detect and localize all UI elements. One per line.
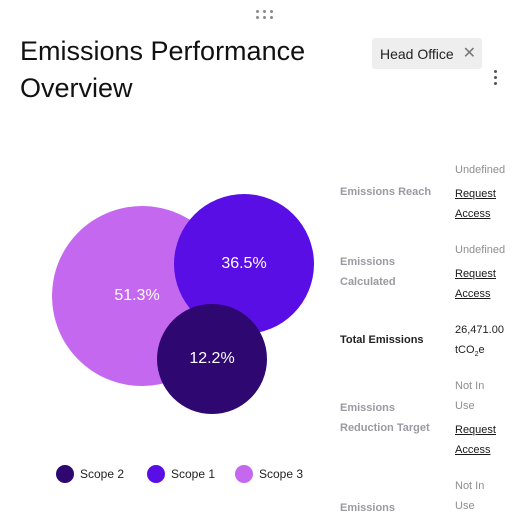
request-access-link[interactable]: Request Access <box>455 424 496 456</box>
drag-handle-icon[interactable] <box>256 10 274 22</box>
metric-status: Undefined <box>455 164 506 176</box>
bubble-scope-2[interactable]: 12.2% <box>157 304 267 414</box>
total-emissions-number: 26,471.00 <box>455 324 504 336</box>
bubble-label-scope-3: 51.3% <box>114 287 160 304</box>
legend-swatch <box>56 465 74 483</box>
legend-item-scope-3[interactable]: Scope 3 <box>235 465 303 483</box>
close-icon[interactable]: ✕ <box>462 44 477 62</box>
legend-swatch <box>235 465 253 483</box>
metric-label: Total Emissions <box>340 334 424 346</box>
legend-label: Scope 2 <box>80 467 125 481</box>
metric-label: Emissions Reduction Target <box>340 402 430 434</box>
filter-tag[interactable]: Head Office ✕ <box>372 38 482 69</box>
bubble-label-scope-2: 12.2% <box>189 350 235 367</box>
total-emissions-unit: tCO2e <box>455 344 485 359</box>
page-title: Emissions Performance Overview <box>20 36 306 103</box>
more-vertical-icon[interactable] <box>493 70 499 86</box>
legend-item-scope-1[interactable]: Scope 1 <box>147 465 215 483</box>
legend-label: Scope 1 <box>171 467 216 481</box>
request-access-link[interactable]: Request Access <box>455 188 496 220</box>
metric-status: Not In Use <box>455 480 485 512</box>
request-access-link[interactable]: Request Access <box>455 268 496 300</box>
legend-item-scope-2[interactable]: Scope 2 <box>56 465 124 483</box>
legend-label: Scope 3 <box>259 467 304 481</box>
metric-label: Emissions <box>340 502 396 514</box>
metric-label: Emissions Reach <box>340 186 432 198</box>
metric-status: Undefined <box>455 244 506 256</box>
metric-label: Emissions Calculated <box>340 256 396 288</box>
legend-swatch <box>147 465 165 483</box>
bubble-label-scope-1: 36.5% <box>221 255 267 272</box>
filter-tag-label: Head Office <box>380 45 454 62</box>
total-emissions-value: 26,471.00 tCO2e <box>455 320 515 365</box>
metric-status: Not In Use <box>455 380 485 412</box>
